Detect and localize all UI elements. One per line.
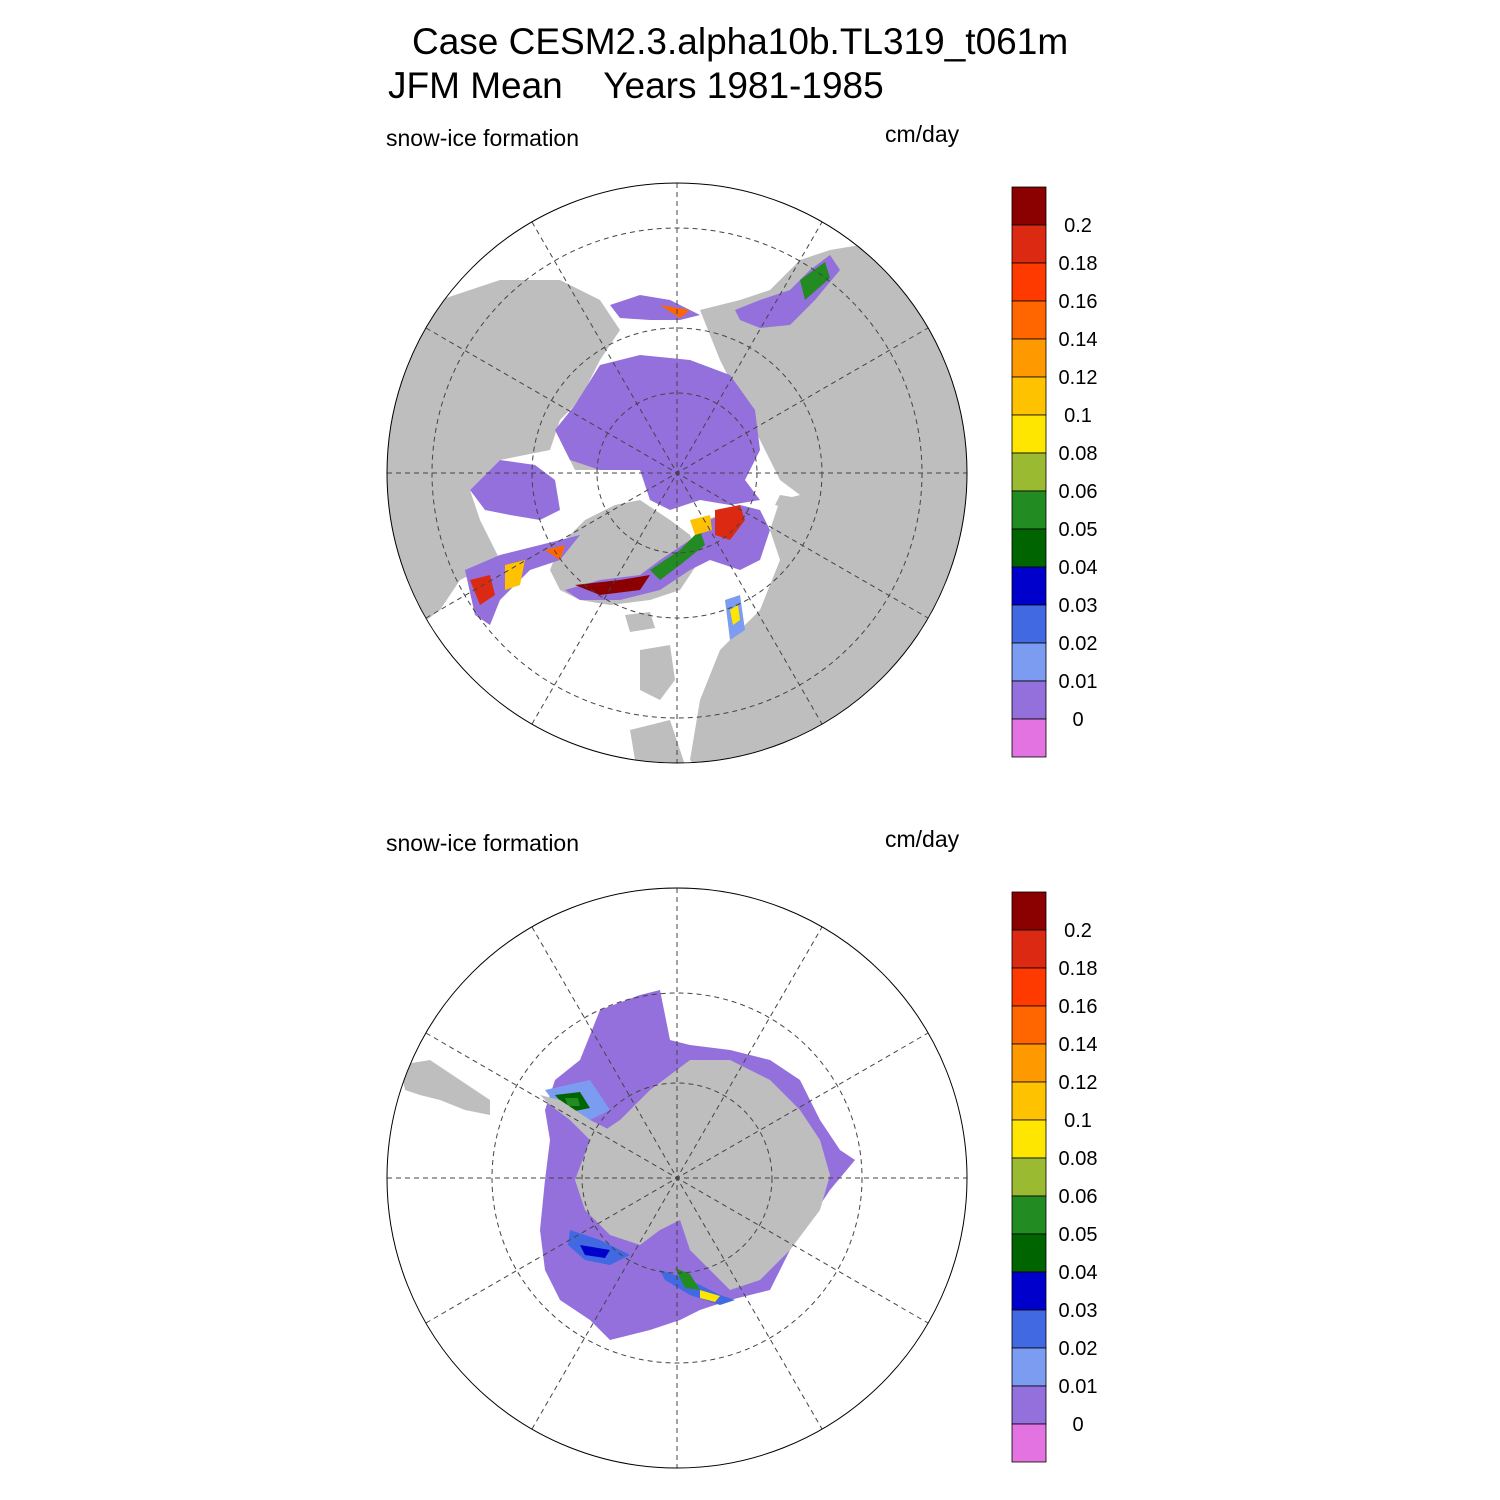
north-map-border <box>386 182 968 764</box>
north-snow-ice-field <box>465 255 840 640</box>
south-colorbar-tick-label: 0.03 <box>1059 1300 1098 1322</box>
arctic-polar-map <box>386 182 968 764</box>
north-colorbar-tick-label: 0.14 <box>1059 329 1098 351</box>
north-colorbar-tick-label: 0.08 <box>1059 443 1098 465</box>
north-colorbar-swatch <box>1011 604 1047 644</box>
north-colorbar-tick-label: 0.06 <box>1059 481 1098 503</box>
south-colorbar-swatch <box>1011 1081 1047 1121</box>
south-colorbar-swatch <box>1011 1385 1047 1425</box>
north-colorbar-swatch <box>1011 224 1047 264</box>
north-colorbar-swatch <box>1011 414 1047 454</box>
south-colorbar-tick-label: 0.14 <box>1059 1034 1098 1056</box>
south-panel-variable-label: snow-ice formation <box>386 830 580 856</box>
south-colorbar-tick-label: 0.02 <box>1059 1338 1098 1360</box>
south-colorbar-tick-label: 0.2 <box>1064 920 1092 942</box>
south-colorbar-swatch <box>1011 1157 1047 1197</box>
south-colorbar-tick-label: 0.04 <box>1059 1262 1098 1284</box>
south-colorbar-swatch <box>1011 1309 1047 1349</box>
north-colorbar-tick-label: 0.01 <box>1059 671 1098 693</box>
north-colorbar-tick-label: 0.2 <box>1064 215 1092 237</box>
south-colorbar-tick-label: 0.01 <box>1059 1376 1098 1398</box>
south-colorbar-swatch <box>1011 1043 1047 1083</box>
north-colorbar-tick-label: 0.1 <box>1064 405 1092 427</box>
south-map-border <box>386 887 968 1469</box>
north-graticule <box>387 183 967 763</box>
north-colorbar-tick-label: 0.05 <box>1059 519 1098 541</box>
north-panel-variable-label: snow-ice formation <box>386 125 580 151</box>
north-colorbar-swatch <box>1011 300 1047 340</box>
north-colorbar-tick-label: 0.18 <box>1059 253 1098 275</box>
north-colorbar-tick-label: 0.02 <box>1059 633 1098 655</box>
south-colorbar-swatch <box>1011 1119 1047 1159</box>
south-colorbar-swatch <box>1011 967 1047 1007</box>
south-colorbar-swatch <box>1011 1233 1047 1273</box>
north-colorbar-swatch <box>1011 566 1047 606</box>
north-panel-units-label: cm/day <box>885 121 960 147</box>
south-colorbar-tick-label: 0.05 <box>1059 1224 1098 1246</box>
north-colorbar-swatch <box>1011 376 1047 416</box>
south-graticule <box>387 888 967 1468</box>
south-colorbar-swatch <box>1011 891 1047 931</box>
figure-title-period: JFM Mean Years 1981-1985 <box>388 65 884 106</box>
north-colorbar-tick-label: 0.04 <box>1059 557 1098 579</box>
north-colorbar-swatch <box>1011 718 1047 758</box>
north-colorbar-swatch <box>1011 338 1047 378</box>
south-colorbar-swatch <box>1011 1195 1047 1235</box>
north-colorbar-swatch <box>1011 452 1047 492</box>
south-colorbar-tick-label: 0.18 <box>1059 958 1098 980</box>
north-colorbar-tick-label: 0 <box>1072 709 1083 731</box>
south-colorbar-tick-label: 0.16 <box>1059 996 1098 1018</box>
north-colorbar-swatch <box>1011 186 1047 226</box>
south-panel-units-label: cm/day <box>885 826 960 852</box>
north-colorbar-tick-label: 0.12 <box>1059 367 1098 389</box>
north-colorbar: 0.2 0.18 0.16 0.14 0.12 0.1 0.08 0.06 0.05 0.04 0.… <box>1011 186 1098 758</box>
figure-title-case: Case CESM2.3.alpha10b.TL319_t061m <box>412 21 1069 62</box>
south-colorbar-tick-label: 0 <box>1072 1414 1083 1436</box>
south-colorbar-swatch <box>1011 1347 1047 1387</box>
antarctic-polar-map <box>386 887 968 1469</box>
south-land-masses <box>400 1060 830 1290</box>
south-colorbar-tick-label: 0.1 <box>1064 1110 1092 1132</box>
north-colorbar-swatch <box>1011 262 1047 302</box>
north-colorbar-tick-label: 0.16 <box>1059 291 1098 313</box>
south-colorbar-tick-label: 0.08 <box>1059 1148 1098 1170</box>
south-colorbar-swatch <box>1011 1271 1047 1311</box>
south-colorbar-tick-label: 0.12 <box>1059 1072 1098 1094</box>
south-colorbar: 0.2 0.18 0.16 0.14 0.12 0.1 0.08 0.06 0.05 0.04 0.… <box>1011 891 1098 1463</box>
south-colorbar-swatch <box>1011 929 1047 969</box>
north-colorbar-tick-label: 0.03 <box>1059 595 1098 617</box>
north-colorbar-swatch <box>1011 642 1047 682</box>
south-colorbar-tick-label: 0.06 <box>1059 1186 1098 1208</box>
north-colorbar-swatch <box>1011 680 1047 720</box>
north-colorbar-swatch <box>1011 528 1047 568</box>
south-colorbar-swatch <box>1011 1005 1047 1045</box>
north-colorbar-swatch <box>1011 490 1047 530</box>
south-colorbar-swatch <box>1011 1423 1047 1463</box>
